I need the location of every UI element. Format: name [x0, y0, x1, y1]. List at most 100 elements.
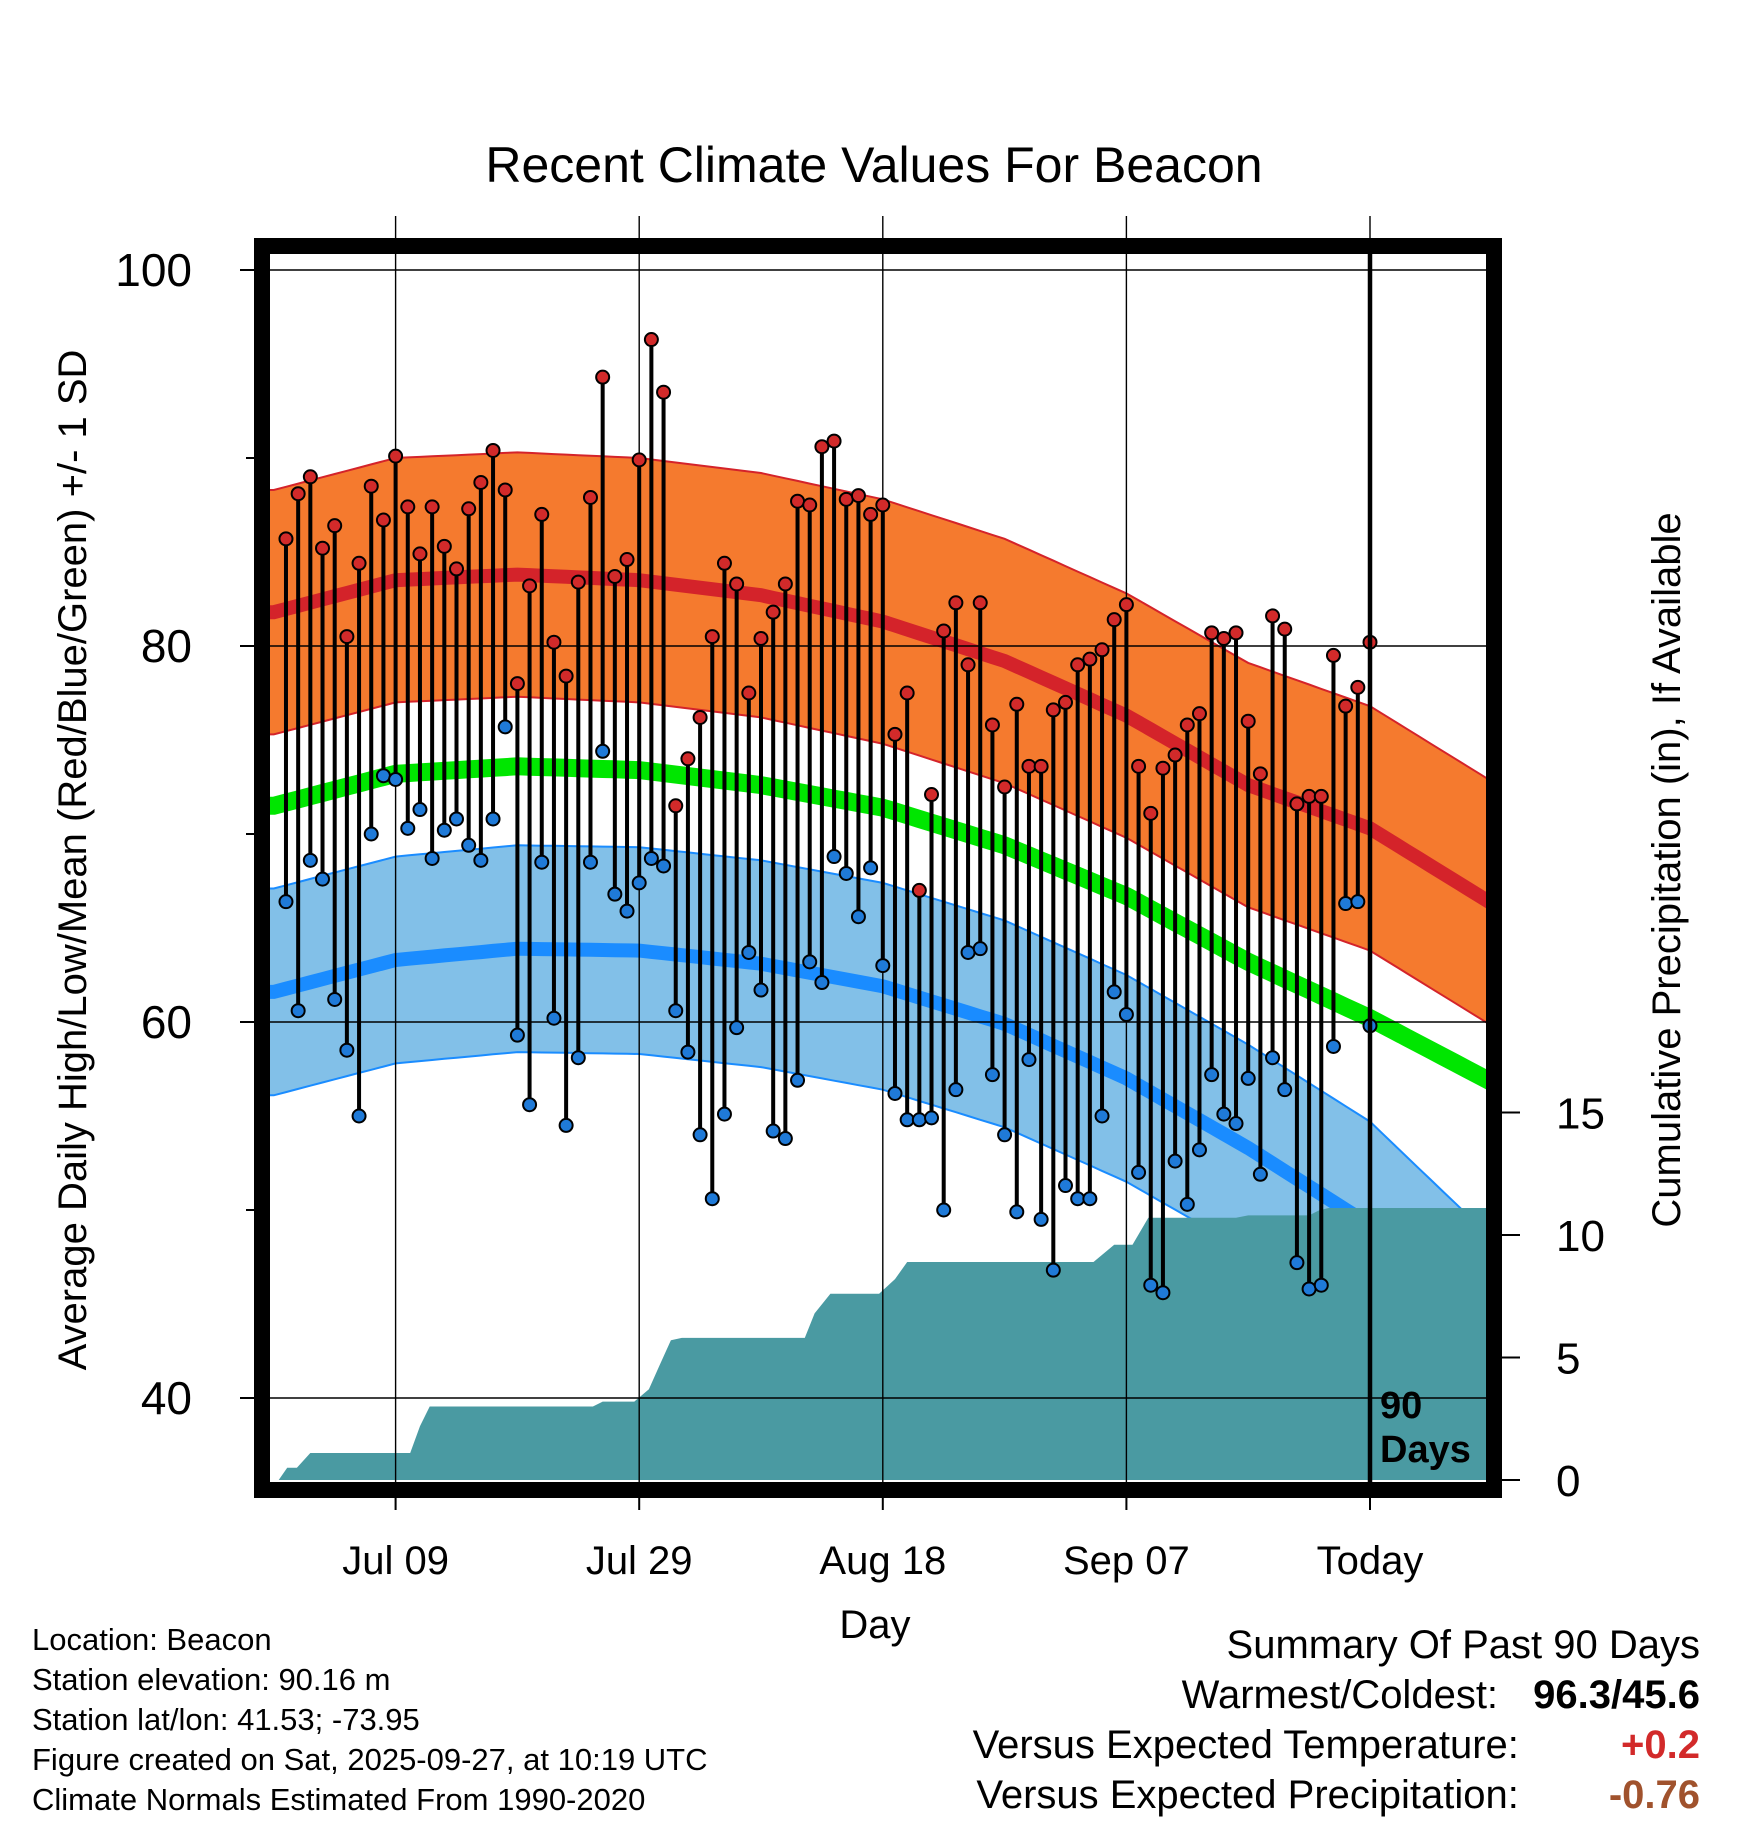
daily-high-point [643, 332, 659, 348]
daily-low-point [1009, 1204, 1025, 1220]
daily-low-point [875, 958, 891, 974]
daily-low-point [704, 1191, 720, 1207]
daily-low-point [546, 1010, 562, 1026]
y-tick-label: 100 [115, 244, 192, 296]
daily-low-point [984, 1067, 1000, 1083]
daily-high-point [997, 779, 1013, 795]
daily-low-point [924, 1110, 940, 1126]
daily-high-point [1313, 788, 1329, 804]
daily-low-point [765, 1123, 781, 1139]
daily-high-point [1155, 760, 1171, 776]
daily-high-point [1228, 625, 1244, 641]
daily-high-point [375, 512, 391, 528]
daily-high-point [546, 634, 562, 650]
daily-low-point [1301, 1281, 1317, 1297]
x-tick-label: Today [1317, 1539, 1424, 1583]
daily-high-point [315, 540, 331, 556]
summary-title: Summary Of Past 90 Days [1226, 1623, 1700, 1667]
y-tick-label: 60 [141, 996, 192, 1048]
warm-cold-value: 96.3/45.6 [1533, 1673, 1700, 1717]
x-axis-label: Day [839, 1603, 910, 1647]
daily-low-point [838, 865, 854, 881]
daily-high-point [1350, 679, 1366, 695]
daily-high-point [716, 555, 732, 571]
daily-low-point [1155, 1285, 1171, 1301]
daily-low-point [315, 871, 331, 887]
temp-value: +0.2 [1621, 1723, 1700, 1767]
temp-label: Versus Expected Temperature: [972, 1723, 1519, 1767]
warm-cold-label: Warmest/Coldest: [1181, 1673, 1499, 1717]
daily-low-point [278, 894, 294, 910]
daily-high-point [1143, 805, 1159, 821]
daily-high-point [363, 478, 379, 494]
daily-high-point [595, 369, 611, 385]
daily-high-point [790, 493, 806, 509]
daily-low-point [1082, 1191, 1098, 1207]
daily-low-point [680, 1044, 696, 1060]
daily-high-point [802, 497, 818, 513]
daily-low-point [473, 852, 489, 868]
daily-high-point [838, 491, 854, 507]
daily-low-point [1021, 1052, 1037, 1068]
daily-low-point [424, 850, 440, 866]
daily-low-point [522, 1097, 538, 1113]
daily-low-point [948, 1082, 964, 1098]
daily-low-point [814, 975, 830, 991]
daily-high-point [1167, 747, 1183, 763]
plot-frame [254, 238, 1502, 1498]
daily-high-point [1191, 706, 1207, 722]
daily-high-point [607, 568, 623, 584]
daily-high-point [485, 442, 501, 458]
daily-high-point [826, 433, 842, 449]
daily-low-point [1167, 1153, 1183, 1169]
daily-high-point [1058, 694, 1073, 710]
daily-low-point [1204, 1067, 1220, 1083]
daily-high-point [570, 574, 586, 590]
daily-high-point [960, 657, 976, 673]
daily-low-point [802, 954, 818, 970]
daily-high-point [619, 552, 635, 568]
y2-tick-label: 5 [1556, 1335, 1580, 1384]
daily-high-point [1277, 621, 1293, 637]
today-days-label-1: 90 [1380, 1385, 1422, 1427]
observations [278, 332, 1378, 1301]
daily-low-point [1045, 1262, 1061, 1278]
daily-high-point [302, 469, 318, 485]
daily-high-point [400, 499, 416, 515]
daily-high-point [388, 448, 404, 464]
daily-low-point [826, 849, 842, 865]
daily-high-point [936, 623, 952, 639]
daily-low-point [363, 826, 379, 842]
x-tick-label: Sep 07 [1063, 1539, 1190, 1583]
daily-low-point [339, 1042, 355, 1058]
daily-low-point [850, 909, 866, 925]
daily-low-point [595, 743, 611, 759]
daily-low-point [777, 1131, 793, 1147]
daily-high-point [1265, 608, 1281, 624]
daily-high-point [424, 499, 440, 515]
daily-high-point [984, 717, 1000, 733]
daily-low-point [1143, 1277, 1159, 1293]
daily-low-point [1191, 1142, 1207, 1158]
x-tick-label: Jul 09 [342, 1539, 449, 1583]
temp-row: Versus Expected Temperature: +0.2 [973, 1720, 1700, 1770]
daily-low-point [461, 837, 477, 853]
daily-high-point [1131, 758, 1147, 774]
daily-low-point [485, 811, 501, 827]
daily-low-point [327, 991, 343, 1007]
daily-low-point [412, 802, 428, 818]
daily-low-point [1033, 1211, 1049, 1227]
daily-low-point [1216, 1106, 1232, 1122]
daily-low-point [753, 982, 769, 998]
daily-high-point [1106, 612, 1122, 628]
daily-high-point [729, 576, 745, 592]
daily-low-point [582, 854, 598, 870]
daily-high-point [327, 518, 343, 534]
daily-low-point [400, 820, 416, 836]
daily-high-point [692, 709, 708, 725]
daily-low-point [716, 1106, 732, 1122]
daily-high-point [875, 497, 891, 513]
location-text: Location: Beacon [32, 1622, 272, 1657]
station-info: Location: Beacon Station elevation: 90.1… [32, 1620, 708, 1820]
